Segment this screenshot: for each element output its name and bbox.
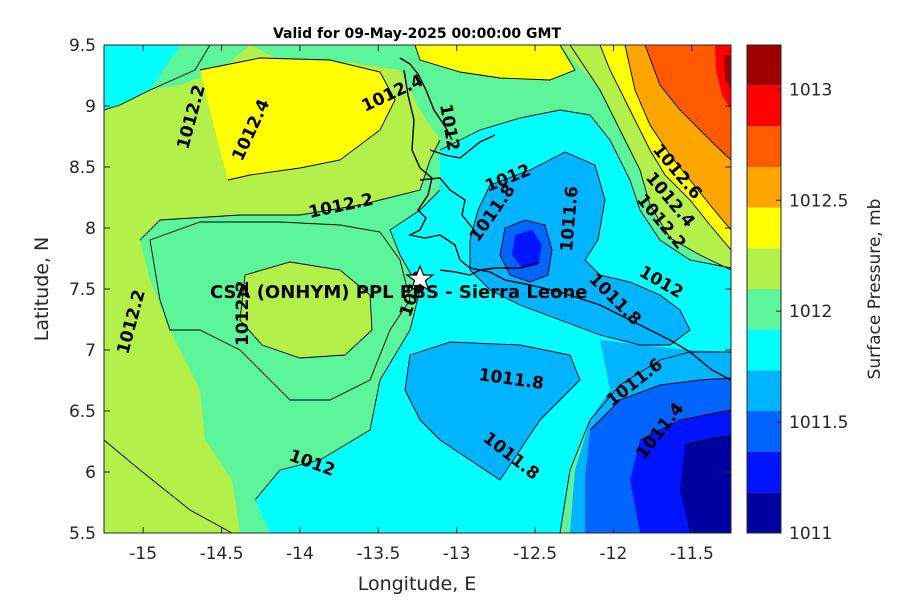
colorbar-tick-label: 1013 [789,80,832,100]
y-tick-label: 6.5 [69,402,96,422]
x-tick-label: -11.5 [670,544,714,564]
y-tick-label: 5.5 [69,524,96,544]
x-tick-label: -15 [129,544,157,564]
colorbar-swatch [747,85,781,127]
band-1010.8-1011-southeast [680,436,731,533]
band-1012.4-1012.6-north [200,58,395,180]
coastline [399,57,731,381]
x-tick-label: -14 [286,544,314,564]
contour-lines [104,45,731,533]
x-axis-label: Longitude, E [358,573,477,595]
colorbar-swatch [747,451,781,493]
colorbar-swatch [747,411,781,452]
colorbar-label: Surface Pressure, mb [865,199,885,380]
colorbar-swatch [747,126,781,167]
band-1011.4-1011.6-central [470,152,690,345]
site-label: CSA (ONHYM) PPL FBS - Sierra Leone [210,282,587,303]
colorbar-tick-label: 1012.5 [789,191,848,211]
colorbar-tick-label: 1011.5 [789,413,848,433]
colorbar: 1013 1012.5 1012 1011.5 1011 [746,44,848,544]
band-1012-1012.2-west-pocket [240,262,372,358]
pressure-field: 1012.2 1012.4 1012.4 1012 1012 1012.2 10… [104,45,731,533]
colorbar-frame [746,44,782,534]
contour-label: 1012.2 [233,280,253,346]
x-tick-label: -12.5 [513,544,557,564]
y-tick-label: 8.5 [69,158,96,178]
y-tick-label: 8 [85,219,96,239]
band-1013.2-east [724,55,731,90]
y-tick-label: 6 [85,463,96,483]
colorbar-swatch [747,45,781,86]
colorbar-swatch [747,167,781,208]
band-1011-1011.2-central [512,230,542,268]
y-tick-label: 7 [85,341,96,361]
colorbar-swatch [747,248,781,289]
x-tick-label: -13 [443,544,471,564]
colorbar-swatch [747,370,781,411]
colorbar-tick-label: 1011 [789,524,832,544]
x-tick-label: -14.5 [200,544,244,564]
band-1012.4-north-east [415,45,575,80]
x-tick-label: -13.5 [356,544,400,564]
y-axis: 9.5 9 8.5 8 7.5 7 6.5 6 5.5 [69,36,731,544]
y-tick-label: 9 [85,97,96,117]
y-axis-label: Latitude, N [31,237,53,342]
colorbar-swatch [747,492,781,533]
band-1011.6-1011.8-central [255,110,731,533]
x-axis: -15 -14.5 -14 -13.5 -13 -12.5 -12 -11.5 [129,45,714,564]
band-1012.8-1013-east [645,45,731,160]
colorbar-tick-label: 1012 [789,302,832,322]
star-icon [405,264,435,292]
y-tick-label: 9.5 [69,36,96,56]
map-title: Valid for 09-May-2025 00:00:00 GMT [273,26,561,42]
y-tick-label: 7.5 [69,280,96,300]
colorbar-swatch [747,289,781,330]
x-tick-label: -12 [600,544,628,564]
colorbar-swatch [747,207,781,249]
colorbar-swatch [747,329,781,371]
